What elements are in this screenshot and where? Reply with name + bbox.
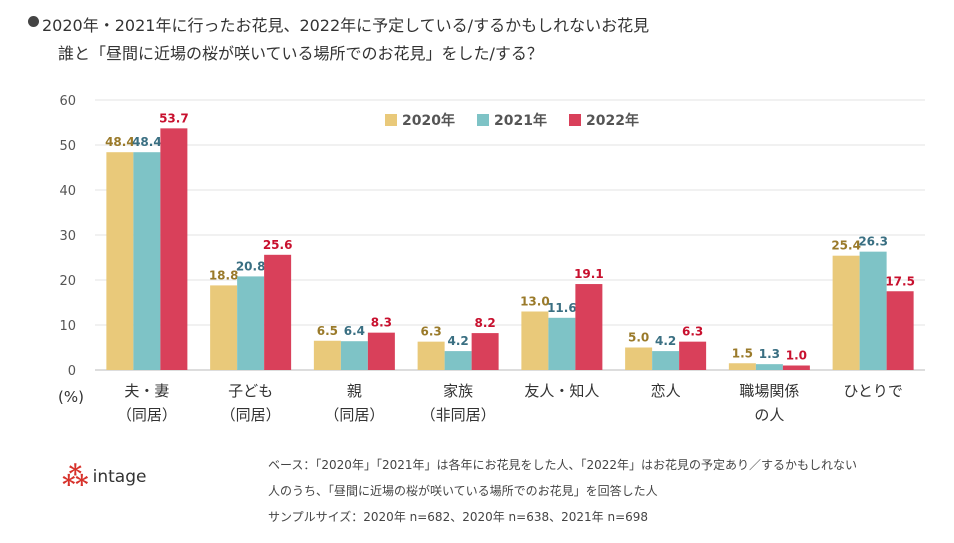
data-label: 1.0	[786, 349, 807, 363]
bar	[313, 340, 341, 370]
bar	[679, 341, 707, 370]
bar	[625, 347, 653, 370]
x-tick-label: 夫・妻	[124, 382, 169, 400]
bar	[886, 291, 914, 370]
footnote-sample-size: サンプルサイズ：2020年 n=682、2020年 n=638、2021年 n=…	[268, 510, 649, 524]
data-label: 11.6	[547, 301, 577, 315]
y-tick-label: 40	[59, 184, 76, 199]
bar	[210, 285, 238, 370]
bar	[133, 152, 161, 370]
x-tick-label: （同居）	[221, 406, 281, 424]
title-bullet	[28, 16, 39, 27]
x-tick-label: 職場関係	[739, 382, 799, 400]
chart-subtitle: 誰と「昼間に近場の桜が咲いている場所でのお花見」をした/する？	[58, 44, 543, 63]
legend-label: 2020年	[402, 112, 455, 129]
intage-logo-text: intage	[92, 467, 147, 487]
data-label: 4.2	[447, 334, 468, 348]
data-label: 25.6	[263, 238, 293, 252]
data-label: 13.0	[520, 295, 550, 309]
x-tick-label: 恋人	[651, 382, 681, 400]
legend-swatch	[385, 114, 397, 126]
intage-logo-mark-icon: ⁂	[62, 462, 89, 492]
data-label: 4.2	[655, 334, 676, 348]
data-label: 5.0	[628, 331, 649, 345]
bar	[832, 255, 860, 370]
bar	[106, 152, 134, 370]
bar	[471, 333, 499, 370]
data-label: 53.7	[159, 111, 189, 125]
bar	[575, 284, 603, 370]
bar	[521, 311, 549, 370]
y-tick-label: 50	[59, 139, 76, 154]
x-tick-label: （同居）	[117, 406, 177, 424]
chart-title: 2020年・2021年に行ったお花見、2022年に予定している/するかもしれない…	[42, 16, 650, 35]
x-tick-label: の人	[754, 406, 784, 424]
bar-chart: 0102030405060(%)48.448.453.7夫・妻（同居）18.82…	[58, 94, 925, 424]
data-label: 17.5	[885, 274, 915, 288]
x-tick-label: 親	[347, 382, 362, 400]
data-label: 48.4	[105, 135, 135, 149]
bar	[652, 351, 680, 370]
x-tick-label: 子ども	[228, 382, 273, 400]
data-label: 18.8	[209, 268, 239, 282]
y-axis-unit: (%)	[58, 388, 84, 406]
bar	[264, 254, 292, 370]
data-label: 6.3	[420, 325, 441, 339]
data-label: 19.1	[574, 267, 604, 281]
data-label: 1.3	[759, 347, 780, 361]
footnote-base-line2: 人のうち、「昼間に近場の桜が咲いている場所でのお花見」を回答した人	[268, 484, 658, 498]
intage-logo: ⁂ intage	[62, 464, 146, 490]
data-label: 25.4	[831, 239, 861, 253]
x-tick-label: （同居）	[324, 406, 384, 424]
x-tick-label: （非同居）	[421, 406, 496, 424]
legend-label: 2022年	[586, 112, 639, 129]
legend-swatch	[569, 114, 581, 126]
footnote-base-line1: ベース：「2020年」「2021年」は各年にお花見をした人、「2022年」はお花…	[268, 458, 858, 472]
bar	[755, 364, 783, 370]
bar	[237, 276, 265, 370]
bar	[728, 363, 756, 370]
y-tick-label: 10	[59, 319, 76, 334]
data-label: 6.5	[317, 324, 338, 338]
bar	[367, 332, 395, 370]
x-tick-label: 家族	[443, 382, 473, 400]
bar	[548, 317, 576, 370]
bar	[782, 365, 810, 370]
y-tick-label: 20	[59, 274, 76, 289]
data-label: 26.3	[858, 235, 888, 249]
legend-swatch	[477, 114, 489, 126]
y-tick-label: 0	[68, 364, 76, 379]
bar	[859, 251, 887, 370]
data-label: 8.3	[371, 316, 392, 330]
footnotes: ベース：「2020年」「2021年」は各年にお花見をした人、「2022年」はお花…	[268, 452, 857, 530]
bar	[340, 341, 368, 370]
data-label: 6.4	[344, 324, 365, 338]
data-label: 20.8	[236, 259, 266, 273]
bar	[444, 351, 472, 370]
data-label: 48.4	[132, 135, 162, 149]
legend-label: 2021年	[494, 112, 547, 129]
data-label: 6.3	[682, 325, 703, 339]
x-tick-label: ひとりで	[843, 382, 903, 400]
data-label: 1.5	[732, 346, 753, 360]
bar	[417, 341, 445, 370]
y-tick-label: 30	[59, 229, 76, 244]
x-tick-label: 友人・知人	[524, 382, 599, 400]
bar	[160, 128, 188, 370]
data-label: 8.2	[474, 316, 495, 330]
y-tick-label: 60	[59, 94, 76, 109]
